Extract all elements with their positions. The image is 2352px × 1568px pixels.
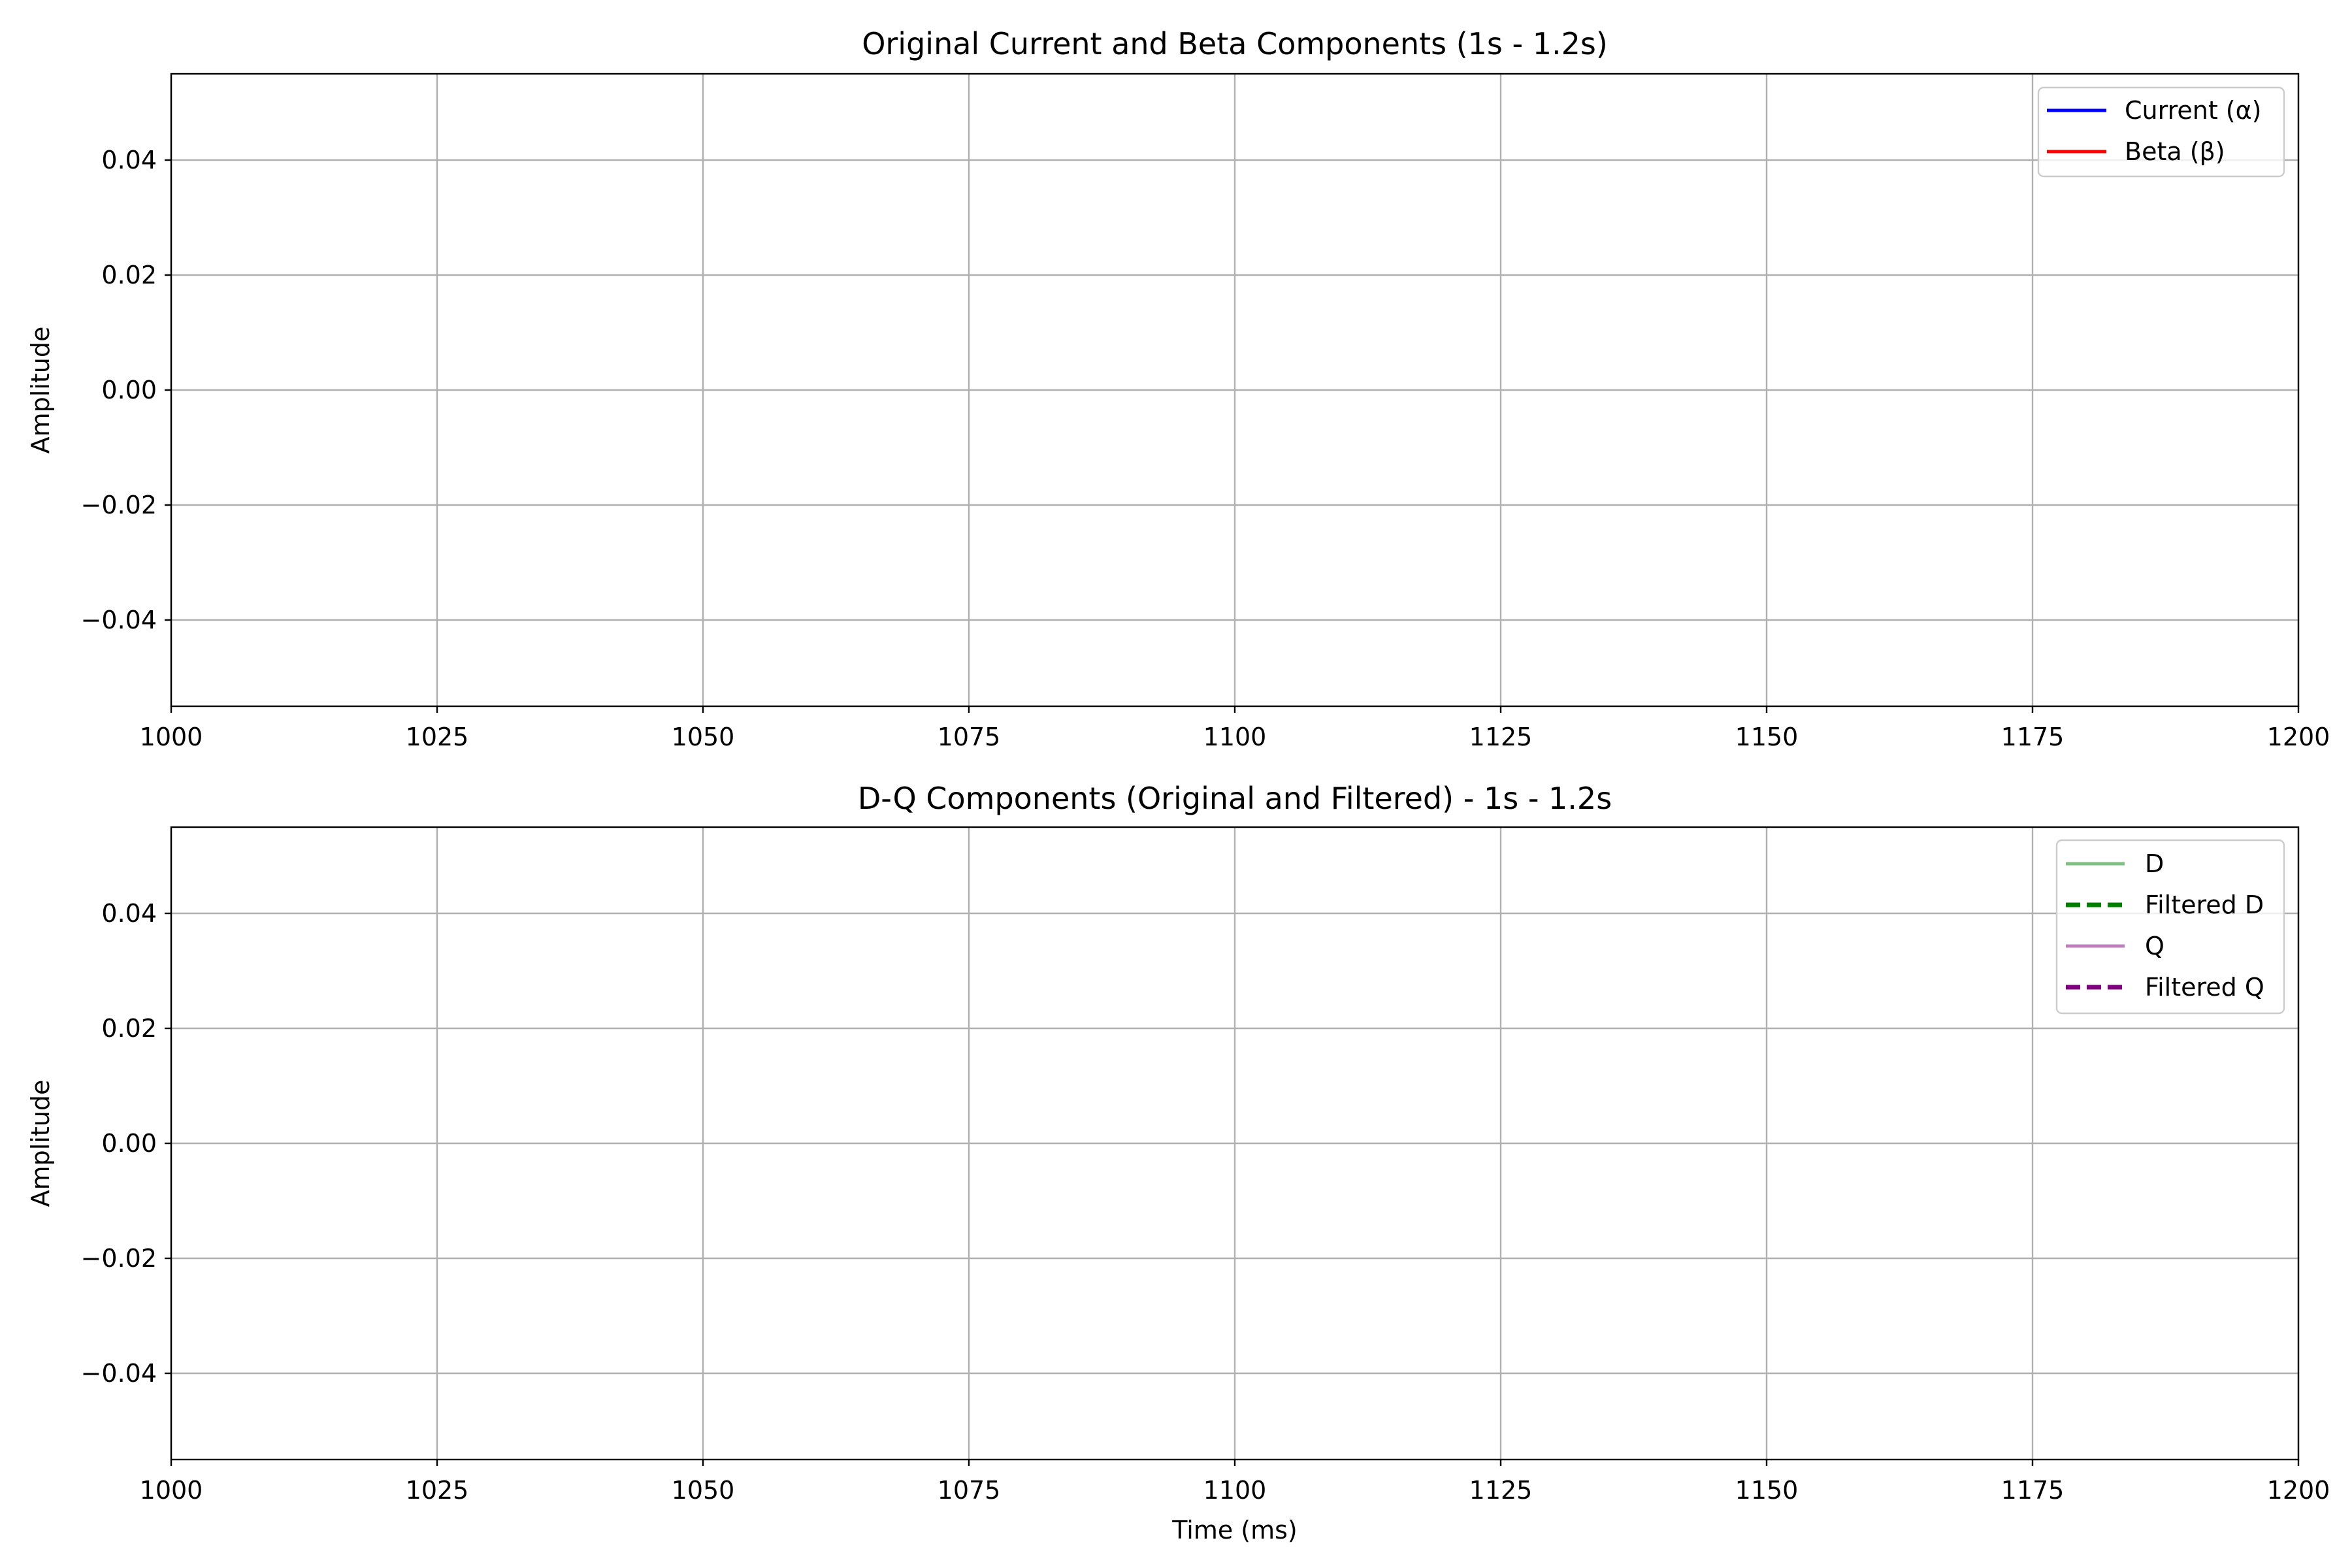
chart-top-frame (170, 73, 2300, 708)
chart-top-y-tick-label: 0.00 (101, 376, 157, 404)
chart-bottom-y-tick-label: −0.04 (81, 1359, 157, 1388)
chart-bottom-x-axis: 1000 1025 1050 1075 1100 1125 1150 1175 … (140, 1460, 2330, 1505)
chart-bottom-legend-label-q: Q (2145, 932, 2164, 960)
chart-bottom-title: D-Q Components (Original and Filtered) -… (858, 781, 1612, 816)
chart-top-x-tick-label: 1125 (1469, 723, 1533, 751)
chart-bottom-grid (170, 827, 2300, 1460)
chart-bottom-x-tick-label: 1175 (2001, 1476, 2065, 1505)
chart-bottom-y-tick-label: 0.02 (101, 1014, 157, 1043)
chart-top-x-tick-label: 1200 (2267, 723, 2330, 751)
chart-bottom-x-axis-label: Time (ms) (1171, 1516, 1298, 1544)
chart-top-y-axis-label: Amplitude (26, 327, 55, 454)
chart-top-x-tick-label: 1025 (406, 723, 469, 751)
chart-bottom-frame (170, 826, 2300, 1461)
chart-bottom-x-tick-label: 1000 (140, 1476, 203, 1505)
chart-bottom-y-axis-label: Amplitude (26, 1080, 55, 1207)
chart-top-x-axis: 1000 1025 1050 1075 1100 1125 1150 1175 … (140, 706, 2330, 751)
chart-bottom-legend-label-filtered-q: Filtered Q (2145, 973, 2264, 1002)
chart-bottom-x-tick-label: 1200 (2267, 1476, 2330, 1505)
chart-bottom-y-tick-label: 0.04 (101, 899, 157, 928)
chart-top-title: Original Current and Beta Components (1s… (862, 26, 1608, 61)
chart-bottom-legend-label-d: D (2145, 849, 2164, 878)
chart-top-y-tick-label: 0.04 (101, 146, 157, 174)
chart-top-legend-label-current: Current (α) (2125, 96, 2262, 125)
chart-bottom-dq: D-Q Components (Original and Filtered) -… (26, 781, 2330, 1544)
chart-top-y-axis: 0.04 0.02 0.00 −0.02 −0.04 (81, 146, 171, 634)
chart-bottom-x-tick-label: 1075 (938, 1476, 1001, 1505)
chart-top-y-tick-label: −0.02 (81, 491, 157, 519)
chart-top-x-tick-label: 1000 (140, 723, 203, 751)
chart-bottom-x-tick-label: 1150 (1735, 1476, 1799, 1505)
chart-bottom-y-axis: 0.04 0.02 0.00 −0.02 −0.04 (81, 899, 171, 1388)
chart-top-x-tick-label: 1050 (672, 723, 735, 751)
chart-top-y-tick-label: −0.04 (81, 606, 157, 634)
chart-bottom-legend-box (2055, 839, 2285, 1015)
chart-bottom-legend-label-filtered-d: Filtered D (2145, 890, 2264, 919)
chart-top-grid (170, 74, 2300, 706)
chart-bottom-x-tick-label: 1100 (1203, 1476, 1267, 1505)
chart-top-x-tick-label: 1150 (1735, 723, 1799, 751)
chart-top-x-tick-label: 1075 (938, 723, 1001, 751)
chart-bottom-x-tick-label: 1050 (672, 1476, 735, 1505)
chart-bottom-y-tick-label: −0.02 (81, 1244, 157, 1273)
chart-bottom-x-tick-label: 1025 (406, 1476, 469, 1505)
chart-bottom-y-tick-label: 0.00 (101, 1129, 157, 1158)
chart-top-x-tick-label: 1175 (2001, 723, 2065, 751)
chart-bottom-legend: D Filtered D Q Filtered Q (2055, 839, 2285, 1015)
chart-top-current-beta: Original Current and Beta Components (1s… (26, 26, 2330, 751)
chart-top-y-tick-label: 0.02 (101, 261, 157, 289)
chart-top-x-tick-label: 1100 (1203, 723, 1267, 751)
chart-bottom-x-tick-label: 1125 (1469, 1476, 1533, 1505)
chart-top-legend-label-beta: Beta (β) (2125, 137, 2225, 166)
chart-top-legend: Current (α) Beta (β) (2037, 86, 2285, 178)
